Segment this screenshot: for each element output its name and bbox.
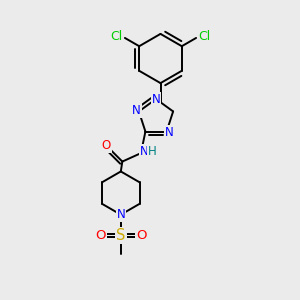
Text: O: O (136, 229, 146, 242)
Text: O: O (95, 229, 106, 242)
Text: S: S (116, 228, 125, 243)
Text: N: N (132, 104, 141, 117)
Text: N: N (165, 126, 173, 139)
Text: H: H (148, 145, 157, 158)
Text: O: O (101, 139, 111, 152)
Text: N: N (140, 145, 148, 158)
Text: Cl: Cl (110, 30, 123, 43)
Text: N: N (116, 208, 125, 221)
Text: N: N (152, 92, 160, 106)
Text: Cl: Cl (198, 30, 211, 43)
